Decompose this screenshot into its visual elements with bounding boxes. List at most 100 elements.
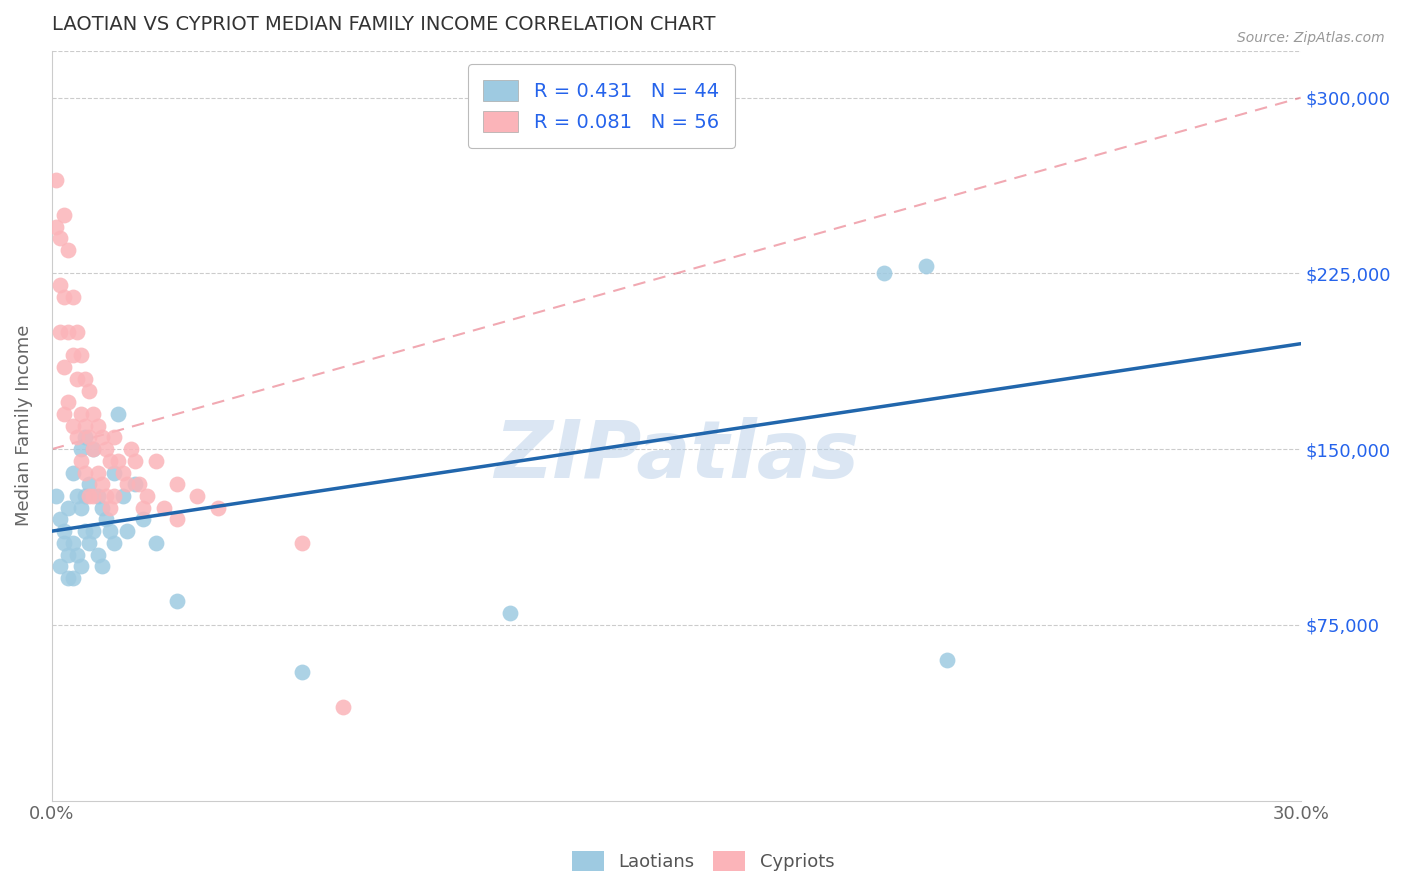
Point (77, 477, 100, 491)
Point (62, 466, 84, 480)
Point (49, 278, 72, 293)
Point (145, 536, 167, 550)
Point (66, 325, 89, 339)
Point (153, 500, 176, 515)
Point (70, 442, 93, 457)
Point (62, 290, 84, 304)
Point (90, 430, 112, 444)
Point (132, 500, 155, 515)
Point (77, 536, 100, 550)
Point (94, 512, 117, 526)
Point (70, 454, 93, 468)
Point (935, 653, 957, 667)
Point (62, 418, 84, 433)
Point (66, 548, 89, 562)
Point (66, 430, 89, 444)
Point (77, 384, 100, 398)
Point (49, 231, 72, 245)
Point (58, 325, 80, 339)
Point (86, 418, 108, 433)
Point (82, 524, 104, 538)
Point (94, 489, 117, 503)
Point (107, 454, 129, 468)
Point (132, 512, 155, 526)
Point (53, 208, 76, 222)
Text: ZIPatlas: ZIPatlas (494, 417, 859, 495)
Point (124, 477, 146, 491)
Point (53, 536, 76, 550)
Legend: Laotians, Cypriots: Laotians, Cypriots (564, 844, 842, 879)
Point (45, 489, 67, 503)
Point (49, 512, 72, 526)
Point (58, 548, 80, 562)
Point (49, 559, 72, 574)
Point (107, 407, 129, 421)
Point (103, 489, 125, 503)
Point (332, 699, 354, 714)
Point (90, 559, 112, 574)
Point (103, 430, 125, 444)
Point (58, 500, 80, 515)
Point (45, 172, 67, 186)
Point (103, 536, 125, 550)
Point (90, 500, 112, 515)
Point (873, 267, 896, 281)
Point (70, 559, 93, 574)
Point (111, 489, 134, 503)
Point (82, 442, 104, 457)
Point (58, 243, 80, 257)
Point (58, 571, 80, 585)
Point (103, 466, 125, 480)
Point (915, 260, 938, 274)
Point (73, 524, 96, 538)
Point (82, 489, 104, 503)
Point (120, 442, 142, 457)
Point (73, 489, 96, 503)
Point (94, 442, 117, 457)
Point (186, 489, 208, 503)
Point (111, 466, 134, 480)
Point (290, 536, 312, 550)
Point (62, 536, 84, 550)
Point (145, 454, 167, 468)
Point (124, 454, 146, 468)
Point (45, 219, 67, 234)
Point (73, 418, 96, 433)
Point (70, 348, 93, 362)
Point (49, 325, 72, 339)
Point (70, 500, 93, 515)
Point (53, 290, 76, 304)
Text: LAOTIAN VS CYPRIOT MEDIAN FAMILY INCOME CORRELATION CHART: LAOTIAN VS CYPRIOT MEDIAN FAMILY INCOME … (52, 15, 716, 34)
Point (82, 442, 104, 457)
Point (58, 395, 80, 409)
Point (53, 407, 76, 421)
Point (98, 454, 121, 468)
Legend: R = 0.431   N = 44, R = 0.081   N = 56: R = 0.431 N = 44, R = 0.081 N = 56 (468, 64, 735, 147)
Point (290, 665, 312, 679)
Point (86, 548, 108, 562)
Point (86, 489, 108, 503)
Point (73, 372, 96, 386)
Point (62, 571, 84, 585)
Point (166, 512, 188, 526)
Point (499, 606, 522, 620)
Point (70, 407, 93, 421)
Point (90, 477, 112, 491)
Point (53, 524, 76, 538)
Point (82, 407, 104, 421)
Point (86, 466, 108, 480)
Text: Source: ZipAtlas.com: Source: ZipAtlas.com (1237, 31, 1385, 45)
Point (128, 477, 150, 491)
Point (77, 489, 100, 503)
Point (66, 372, 89, 386)
Point (73, 466, 96, 480)
Point (77, 430, 100, 444)
Point (98, 524, 121, 538)
Point (136, 489, 159, 503)
Point (66, 489, 89, 503)
Point (62, 348, 84, 362)
Point (53, 360, 76, 375)
Point (73, 430, 96, 444)
Point (98, 500, 121, 515)
Point (207, 500, 229, 515)
